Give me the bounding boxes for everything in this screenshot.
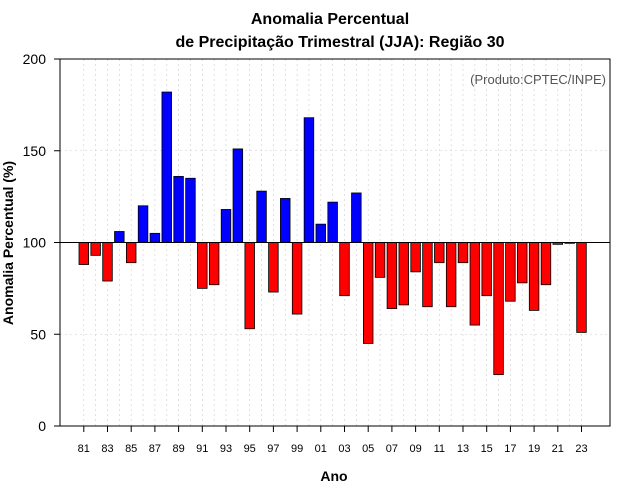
x-tick-label: 17: [504, 443, 516, 455]
x-tick-label: 89: [172, 443, 184, 455]
bars-group: [78, 91, 587, 376]
x-tick-label: 21: [552, 443, 564, 455]
x-tick-label: 93: [220, 443, 232, 455]
x-tick-label: 13: [457, 443, 469, 455]
x-tick-label: 19: [528, 443, 540, 455]
bar-2008: [398, 242, 409, 306]
bar-2005: [362, 242, 374, 344]
x-tick-label: 05: [362, 443, 374, 455]
x-tick-label: 15: [481, 443, 493, 455]
x-tick-label: 09: [409, 443, 421, 455]
y-axis-label: Anomalia Percentual (%): [0, 161, 16, 325]
bar-1992: [208, 242, 220, 286]
x-tick-label: 99: [291, 443, 303, 455]
bar-1985: [126, 242, 137, 264]
bar-1990: [185, 177, 196, 243]
bar-2023: [576, 242, 587, 333]
bar-1981: [78, 242, 90, 265]
bar-1983: [102, 242, 113, 282]
bar-2001: [315, 223, 327, 243]
x-tick-label: 23: [575, 443, 587, 455]
bar-2012: [445, 242, 457, 308]
chart-title-line2: de Precipitação Trimestral (JJA): Região…: [175, 34, 504, 51]
bar-2013: [457, 242, 469, 264]
bar-2017: [505, 242, 516, 302]
bar-2011: [434, 242, 445, 264]
bar-1991: [197, 242, 208, 289]
y-tick-label: 50: [30, 326, 46, 342]
bar-2007: [386, 242, 398, 309]
bar-1993: [220, 209, 232, 243]
bar-2000: [303, 117, 315, 243]
bar-2006: [374, 242, 386, 278]
x-tick-label: 95: [244, 443, 256, 455]
bar-2020: [540, 242, 552, 286]
y-axis: 0 50 100 150 200: [23, 51, 60, 434]
x-axis: 81 83 85 87 89 91 93 95 97 99 01 03 05 07 09 11 13 15 17 19…: [78, 426, 588, 455]
x-tick-label: 01: [315, 443, 327, 455]
x-tick-label: 81: [78, 443, 90, 455]
bar-1998: [280, 198, 291, 243]
y-tick-label: 0: [38, 418, 46, 434]
bar-1987: [149, 232, 161, 243]
bar-2018: [517, 242, 528, 284]
source-annotation: (Produto:CPTEC/INPE): [470, 72, 606, 87]
x-tick-label: 03: [338, 443, 350, 455]
bar-1988: [161, 91, 172, 243]
bar-2016: [493, 242, 504, 376]
bar-1984: [114, 231, 125, 243]
bar-2009: [410, 242, 421, 273]
x-tick-label: 91: [196, 443, 208, 455]
bar-1986: [137, 205, 149, 243]
bar-2002: [327, 201, 338, 243]
bar-2014: [469, 242, 481, 326]
bar-2010: [422, 242, 433, 308]
bar-2019: [528, 242, 540, 311]
x-tick-label: 11: [434, 443, 445, 455]
y-tick-label: 150: [23, 143, 47, 159]
y-tick-label: 200: [23, 51, 47, 67]
x-tick-label: 87: [149, 443, 161, 455]
x-tick-label: 85: [125, 443, 137, 455]
y-tick-label: 100: [23, 235, 47, 251]
bar-2003: [339, 242, 350, 297]
bar-1997: [268, 242, 279, 293]
bar-1994: [232, 148, 244, 243]
x-tick-label: 07: [386, 443, 398, 455]
x-tick-label: 83: [101, 443, 113, 455]
x-tick-label: 97: [267, 443, 279, 455]
bar-1999: [291, 242, 303, 315]
bar-2015: [481, 242, 492, 297]
chart-title-line1: Anomalia Percentual: [251, 11, 409, 28]
x-axis-label: Ano: [320, 468, 347, 484]
bar-1996: [256, 190, 267, 243]
bar-1989: [173, 176, 184, 243]
bar-1982: [90, 242, 101, 256]
bar-1995: [244, 242, 255, 330]
bar-2004: [351, 192, 362, 243]
